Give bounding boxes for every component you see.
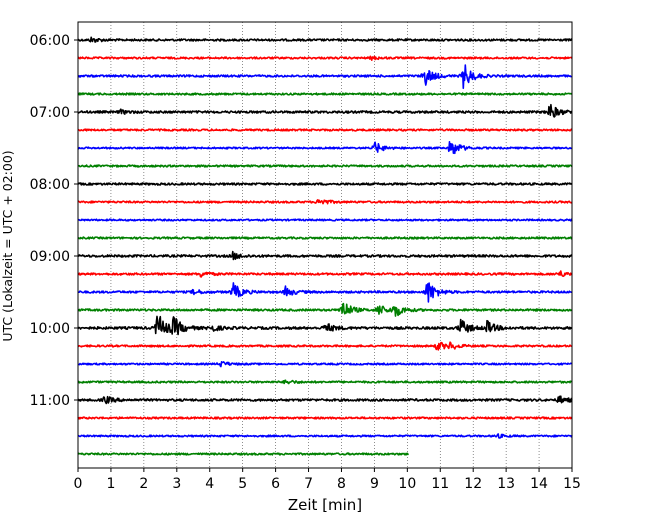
x-tick-label: 0 [74, 476, 83, 492]
trace-line [77, 452, 409, 456]
x-axis-title: Zeit [min] [288, 496, 362, 514]
x-tick-label: 9 [370, 476, 379, 492]
x-tick-label: 11 [431, 476, 449, 492]
x-tick-label: 1 [106, 476, 115, 492]
trace-line [77, 315, 573, 336]
y-axis-ticks: 06:00 07:00 08:00 09:00 10:00 11:00 [30, 33, 78, 409]
trace-line [77, 416, 573, 420]
trace-line [77, 199, 573, 205]
trace-line [77, 250, 573, 261]
x-tick-label: 15 [563, 476, 581, 492]
y-tick-label: 06:00 [30, 33, 70, 49]
trace-line [77, 302, 573, 317]
x-tick-label: 4 [205, 476, 214, 492]
x-tick-label: 6 [271, 476, 280, 492]
x-axis-ticks: 0 1 2 3 4 5 6 7 8 9 10 11 12 13 14 15 [74, 468, 581, 492]
y-tick-label: 11:00 [30, 393, 70, 409]
trace-line [77, 282, 573, 303]
trace-line [77, 55, 573, 61]
trace-line [77, 395, 573, 405]
x-grid [110, 22, 540, 468]
trace-line [77, 341, 573, 351]
x-tick-label: 5 [238, 476, 247, 492]
x-tick-label: 12 [464, 476, 482, 492]
y-tick-label: 09:00 [30, 249, 70, 265]
trace-line [77, 92, 573, 96]
trace-line [77, 218, 573, 222]
trace-line [77, 128, 573, 132]
trace-line [77, 270, 573, 278]
x-tick-label: 3 [172, 476, 181, 492]
y-tick-label: 10:00 [30, 321, 70, 337]
trace-line [77, 103, 573, 118]
x-tick-label: 13 [497, 476, 515, 492]
trace-line [77, 164, 573, 168]
x-tick-label: 14 [530, 476, 548, 492]
trace-line [77, 141, 573, 155]
y-tick-label: 08:00 [30, 177, 70, 193]
trace-line [77, 433, 573, 439]
trace-line [77, 236, 573, 240]
x-tick-label: 2 [139, 476, 148, 492]
trace-line [77, 36, 573, 43]
x-tick-label: 10 [398, 476, 416, 492]
plot-frame [77, 21, 573, 469]
trace-line [77, 379, 573, 385]
x-tick-label: 8 [337, 476, 346, 492]
trace-line [77, 64, 573, 90]
y-tick-label: 07:00 [30, 105, 70, 121]
y-axis-title: UTC (Lokalzeit = UTC + 02:00) [0, 150, 15, 341]
x-tick-label: 7 [304, 476, 313, 492]
trace-line [77, 182, 573, 186]
seismic-traces [77, 36, 573, 456]
trace-line [77, 361, 573, 368]
